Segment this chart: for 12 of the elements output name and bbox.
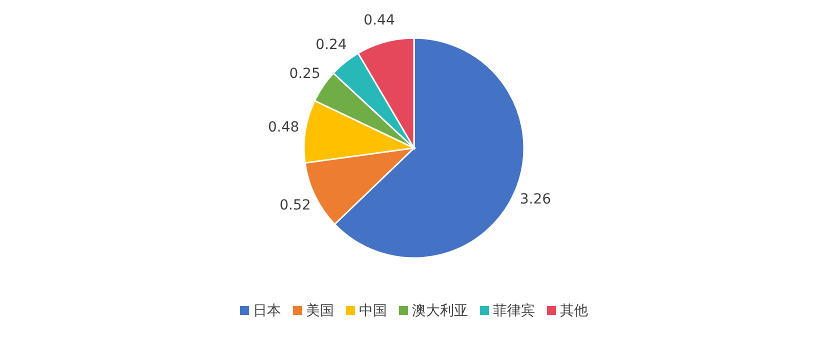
legend-label: 其他 [560,303,588,319]
legend-label: 菲律宾 [493,303,535,319]
data-label: 0.44 [364,12,395,29]
data-label: 0.52 [280,198,311,214]
data-label: 3.26 [520,192,552,208]
legend-label: 澳大利亚 [412,303,468,319]
data-label: 0.48 [268,120,300,136]
data-label: 0.24 [316,37,347,54]
legend-label: 中国 [359,303,387,319]
legend-label: 美国 [306,303,334,319]
data-label: 0.25 [289,66,320,82]
legend-label: 日本 [253,303,281,319]
